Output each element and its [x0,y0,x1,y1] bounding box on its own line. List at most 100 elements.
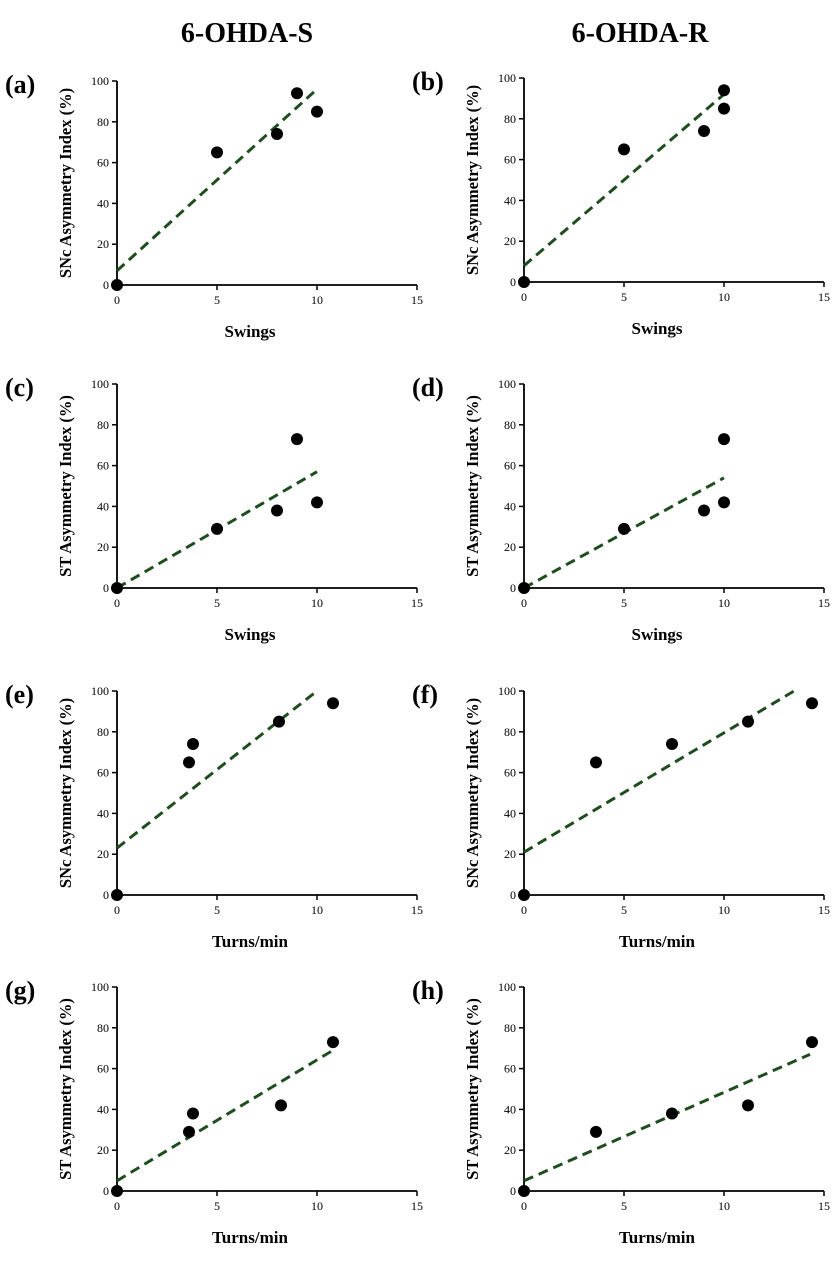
panel-letter: (g) [5,976,35,1005]
y-tick-label: 20 [504,1143,516,1157]
y-tick-label: 80 [97,115,109,129]
data-point [806,1036,818,1049]
y-tick-label: 20 [97,237,109,251]
y-tick-label: 0 [510,1184,516,1198]
panel-a: (a) SNc Asymmetry Index (%) Swings 0 20 40 60 8… [5,70,423,341]
data-point [718,84,730,97]
x-axis-label: Turns/min [212,932,288,951]
data-point [590,756,602,769]
x-tick-label: 10 [718,1199,730,1213]
y-tick-label: 60 [504,1062,516,1076]
data-point [327,1036,339,1049]
x-tick-label: 15 [411,903,423,917]
y-tick-label: 40 [97,1102,109,1116]
x-tick-label: 10 [311,293,323,307]
x-tick-label: 10 [311,1199,323,1213]
panel-letter: (f) [412,680,438,709]
y-tick-label: 0 [103,1184,109,1198]
data-point [718,433,730,446]
y-tick-label: 100 [91,74,109,88]
y-tick-label: 80 [504,112,516,126]
panels-group: (a) SNc Asymmetry Index (%) Swings 0 20 40 60 8… [5,67,830,1247]
x-tick-label: 15 [411,1199,423,1213]
x-tick-label: 0 [114,1199,120,1213]
y-axis-label: ST Asymmetry Index (%) [463,395,482,577]
x-tick-label: 0 [521,903,527,917]
y-tick-label: 20 [97,540,109,554]
x-tick-label: 0 [521,596,527,610]
y-tick-label: 100 [498,377,516,391]
data-point [111,889,123,901]
y-tick-label: 80 [97,725,109,739]
x-tick-label: 15 [818,290,830,304]
regression-line [115,88,319,272]
data-point [518,582,530,594]
x-tick-label: 10 [718,290,730,304]
x-tick-label: 5 [214,1199,220,1213]
data-point [698,504,710,517]
y-tick-label: 40 [97,196,109,210]
data-point [111,582,123,594]
x-tick-label: 15 [818,596,830,610]
y-tick-label: 80 [504,1021,516,1035]
panel-b: (b) SNc Asymmetry Index (%) Swings 0 20 40 60 8… [412,67,830,338]
data-point [291,87,303,100]
y-tick-label: 60 [97,156,109,170]
panel-c: (c) ST Asymmetry Index (%) Swings 0 20 40 60 80… [5,373,423,644]
y-axis-label: ST Asymmetry Index (%) [463,998,482,1180]
y-tick-label: 100 [498,684,516,698]
data-point [273,715,285,728]
x-axis-label: Turns/min [619,932,695,951]
y-tick-label: 0 [103,278,109,292]
y-tick-label: 60 [97,459,109,473]
y-tick-label: 20 [504,847,516,861]
x-tick-label: 15 [411,293,423,307]
x-tick-label: 10 [718,903,730,917]
data-point [718,102,730,115]
x-tick-label: 0 [521,290,527,304]
y-axis-label: ST Asymmetry Index (%) [56,395,75,577]
data-point [590,1125,602,1138]
x-tick-label: 10 [311,903,323,917]
y-tick-label: 60 [97,1062,109,1076]
y-axis-label: SNc Asymmetry Index (%) [463,698,482,888]
data-point [806,697,818,710]
data-point [211,522,223,535]
x-tick-label: 15 [411,596,423,610]
y-axis-label: SNc Asymmetry Index (%) [463,85,482,275]
y-tick-label: 40 [504,499,516,513]
x-axis-label: Turns/min [619,1228,695,1247]
x-tick-label: 5 [621,290,627,304]
y-tick-label: 20 [504,540,516,554]
data-point [271,128,283,141]
column-header-left: 6-OHDA-S [181,18,313,49]
y-tick-label: 0 [510,581,516,595]
y-tick-label: 60 [504,153,516,167]
y-tick-label: 0 [510,275,516,289]
panel-letter: (b) [412,67,444,96]
data-point [618,143,630,156]
data-point [698,125,710,138]
regression-line [116,689,318,850]
y-tick-label: 100 [91,377,109,391]
y-tick-label: 20 [97,847,109,861]
x-axis-label: Swings [224,322,275,341]
data-point [618,522,630,535]
data-point [275,1099,287,1112]
y-tick-label: 20 [504,234,516,248]
column-header-right: 6-OHDA-R [572,18,710,49]
panel-letter: (c) [5,373,34,402]
data-point [311,496,323,509]
y-tick-label: 80 [504,418,516,432]
y-tick-label: 40 [504,806,516,820]
y-tick-label: 0 [103,888,109,902]
data-point [311,105,323,118]
regression-line [116,1048,334,1183]
y-tick-label: 80 [504,725,516,739]
panel-g: (g) ST Asymmetry Index (%) Turns/min 0 20 40 6… [5,976,423,1247]
data-point [518,889,530,901]
x-tick-label: 10 [718,596,730,610]
data-point [211,146,223,159]
data-point [271,504,283,517]
x-tick-label: 0 [114,293,120,307]
